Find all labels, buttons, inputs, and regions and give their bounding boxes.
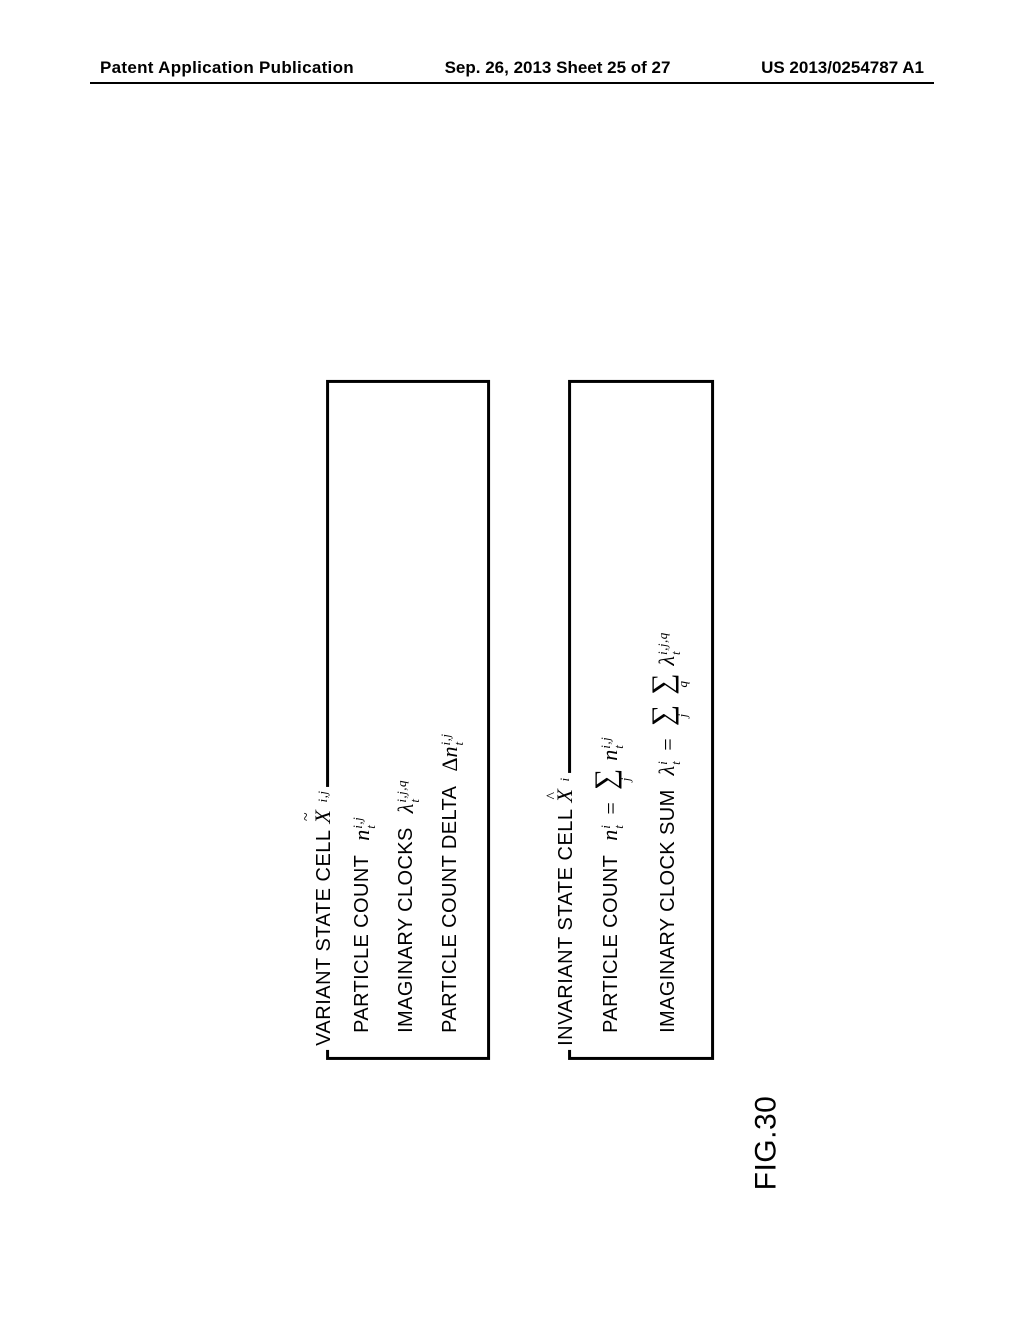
sum-icon: ∑j bbox=[591, 769, 632, 790]
invariant-sym-sup: i bbox=[557, 777, 573, 781]
variant-title-symbol: Xi,j bbox=[310, 791, 336, 824]
math-inv-particle-count: nit = ∑j ni,jt bbox=[591, 737, 632, 841]
variant-row-particle-count: PARTICLE COUNT ni,jt bbox=[349, 407, 377, 1033]
pc-sub: t bbox=[364, 817, 377, 829]
ipc-lvar: n bbox=[597, 830, 623, 841]
ics-sum2: q bbox=[676, 681, 689, 688]
variant-row-imaginary-clocks: IMAGINARY CLOCKS λi,j,qt bbox=[393, 407, 421, 1033]
variant-sym-sup: i,j bbox=[315, 791, 331, 803]
page-header: Patent Application Publication Sep. 26, … bbox=[0, 58, 1024, 78]
ics-lvar: λ bbox=[654, 766, 680, 776]
sum-icon-q: ∑q bbox=[648, 674, 689, 695]
figure-label: FIG.30 bbox=[750, 1096, 784, 1191]
ics-sum1: j bbox=[676, 714, 689, 718]
header-right: US 2013/0254787 A1 bbox=[761, 58, 924, 78]
ics-rsub: t bbox=[669, 632, 682, 655]
ipc-rsub: t bbox=[612, 737, 625, 749]
variant-row-particle-count-delta: PARTICLE COUNT DELTA Δni,jt bbox=[437, 407, 465, 1033]
math-particle-count: ni,jt bbox=[349, 817, 377, 841]
variant-box: PARTICLE COUNT ni,jt IMAGINARY CLOCKS λi… bbox=[326, 380, 490, 1060]
math-inv-imaginary-clock-sum: λit = ∑j ∑q λi,j,qt bbox=[648, 632, 689, 775]
pcd-sub: t bbox=[452, 734, 465, 746]
invariant-row-particle-count: PARTICLE COUNT nit = ∑j ni,jt bbox=[591, 407, 632, 1033]
ipc-sumidx: j bbox=[619, 778, 632, 782]
pcd-prefix: Δ bbox=[437, 758, 462, 772]
label-imaginary-clocks: IMAGINARY CLOCKS bbox=[395, 827, 418, 1033]
ics-rvar: λ bbox=[654, 656, 680, 666]
pcd-sup: i,j bbox=[439, 734, 452, 746]
header-divider bbox=[90, 82, 934, 84]
invariant-state-cell: INVARIANT STATE CELL Xi PARTICLE COUNT n… bbox=[552, 380, 714, 1060]
ipc-lsub: t bbox=[612, 825, 625, 829]
label-particle-count-delta: PARTICLE COUNT DELTA bbox=[439, 786, 462, 1033]
variant-title-text: VARIANT STATE CELL bbox=[313, 830, 336, 1046]
ics-lsub: t bbox=[669, 761, 682, 765]
invariant-row-imaginary-clock-sum: IMAGINARY CLOCK SUM λit = ∑j ∑q λi,j,qt bbox=[648, 407, 689, 1033]
variant-sym-letter: X bbox=[310, 810, 335, 824]
eq-icon-2: = bbox=[655, 734, 681, 754]
invariant-box: PARTICLE COUNT nit = ∑j ni,jt IMAGINARY … bbox=[568, 380, 714, 1060]
math-particle-count-delta: Δni,jt bbox=[437, 734, 465, 772]
header-center: Sep. 26, 2013 Sheet 25 of 27 bbox=[445, 58, 671, 78]
label-particle-count: PARTICLE COUNT bbox=[352, 855, 375, 1033]
math-imaginary-clocks: λi,j,qt bbox=[393, 780, 421, 813]
ipc-rvar: n bbox=[597, 750, 623, 761]
ic-sub: t bbox=[408, 780, 421, 803]
label-inv-particle-count: PARTICLE COUNT bbox=[600, 855, 623, 1033]
invariant-title: INVARIANT STATE CELL Xi bbox=[552, 773, 580, 1050]
pcd-var: n bbox=[437, 747, 463, 758]
ic-var: λ bbox=[393, 804, 419, 814]
variant-state-cell: VARIANT STATE CELL Xi,j PARTICLE COUNT n… bbox=[310, 380, 490, 1060]
pc-var: n bbox=[349, 830, 375, 841]
sum-icon-j: ∑j bbox=[648, 705, 689, 726]
ic-sup: i,j,q bbox=[395, 780, 408, 803]
header-left: Patent Application Publication bbox=[100, 58, 354, 78]
pc-sup: i,j bbox=[351, 817, 364, 829]
eq-icon: = bbox=[598, 798, 624, 818]
variant-title: VARIANT STATE CELL Xi,j bbox=[310, 787, 338, 1050]
figure-content: VARIANT STATE CELL Xi,j PARTICLE COUNT n… bbox=[310, 380, 714, 1060]
figure-area: VARIANT STATE CELL Xi,j PARTICLE COUNT n… bbox=[0, 320, 1024, 1120]
invariant-title-text: INVARIANT STATE CELL bbox=[555, 809, 578, 1046]
invariant-sym-letter: X bbox=[552, 789, 577, 803]
label-inv-imaginary-clock-sum: IMAGINARY CLOCK SUM bbox=[657, 789, 680, 1033]
invariant-title-symbol: Xi bbox=[552, 777, 578, 802]
